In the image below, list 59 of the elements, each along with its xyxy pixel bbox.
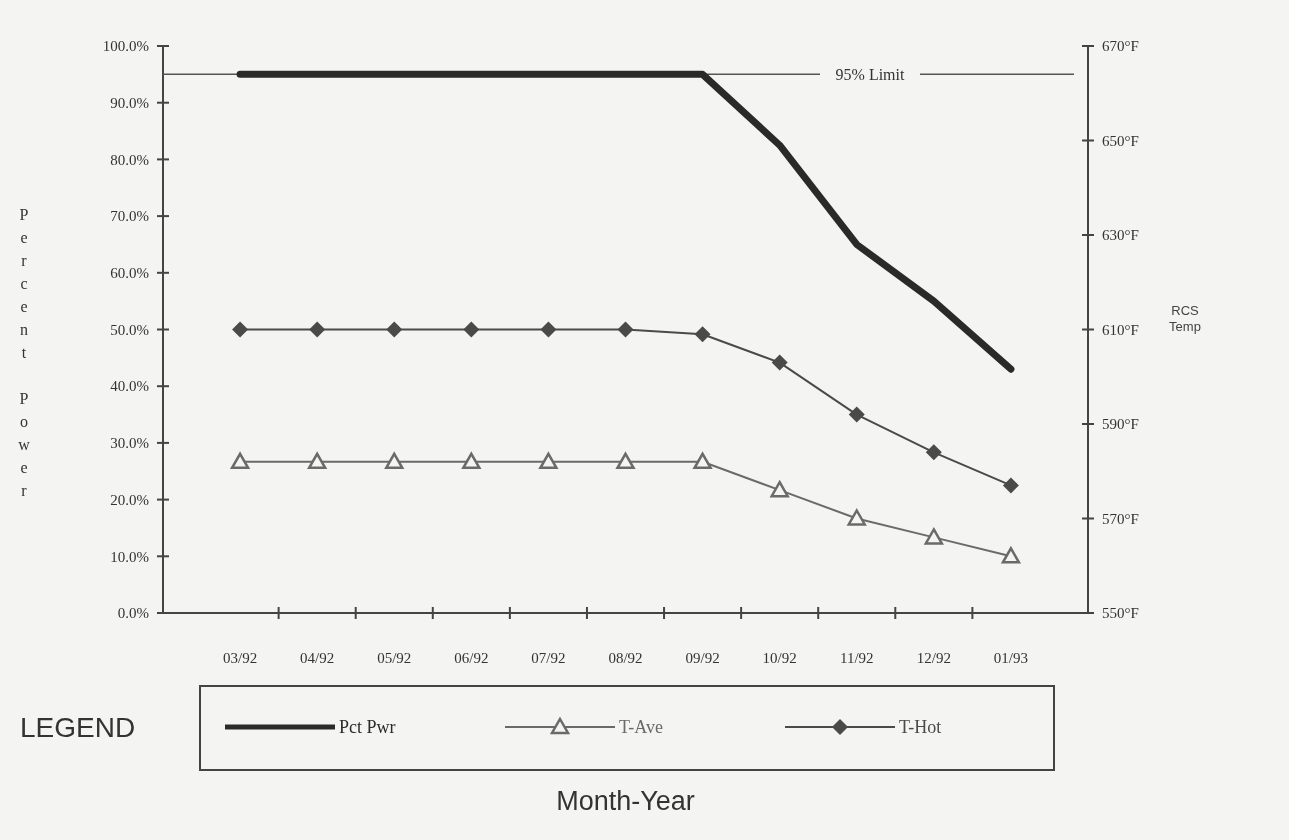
- point: [232, 321, 249, 338]
- y-tick-label: 0.0%: [117, 605, 149, 622]
- y-tick-label: 100.0%: [102, 38, 149, 55]
- point: [616, 452, 635, 470]
- point: [540, 321, 557, 338]
- y-tick-label: 10.0%: [110, 548, 149, 565]
- point: [770, 480, 789, 498]
- x-tick-label: 05/92: [377, 650, 412, 666]
- y2-tick-label: 550°F: [1102, 605, 1139, 622]
- point: [309, 321, 326, 338]
- x-tick-label: 12/92: [916, 650, 951, 666]
- text: T-Ave: [619, 717, 663, 738]
- point: [617, 321, 634, 338]
- x-tick-label: 10/92: [762, 650, 797, 666]
- y2-tick-label: 670°F: [1102, 38, 1139, 55]
- y-tick-label: 90.0%: [110, 94, 149, 111]
- y-tick-label: 20.0%: [110, 491, 149, 508]
- legend-title: LEGEND: [20, 711, 136, 743]
- point: [771, 354, 788, 371]
- point: [386, 321, 403, 338]
- x-tick-label: 09/92: [685, 650, 720, 666]
- x-tick-label: 07/92: [531, 650, 566, 666]
- point: [694, 326, 711, 343]
- y2-tick-label: 570°F: [1102, 510, 1139, 527]
- text: T-Hot: [899, 717, 942, 738]
- x-tick-label: 11/92: [839, 650, 874, 666]
- x-tick-label: 08/92: [608, 650, 643, 666]
- y2-tick-label: 610°F: [1102, 321, 1139, 338]
- point: [925, 444, 942, 461]
- y-tick-label: 80.0%: [110, 151, 149, 168]
- x-axis-title: Month-Year: [556, 786, 695, 816]
- ref-line-label: 95% Limit: [835, 65, 905, 83]
- point: [230, 452, 250, 470]
- point: [1002, 477, 1019, 494]
- y2-tick-label: 650°F: [1102, 132, 1139, 149]
- point: [463, 321, 480, 338]
- y-tick-label: 70.0%: [110, 208, 149, 225]
- point: [307, 452, 327, 470]
- point: [924, 528, 944, 545]
- y2-tick-label: 630°F: [1102, 227, 1139, 244]
- point: [385, 452, 404, 470]
- point: [848, 406, 865, 423]
- text: Pct Pwr: [339, 717, 396, 738]
- y2-axis-title: RCS Temp: [1169, 303, 1201, 334]
- x-tick-label: 01/93: [993, 650, 1028, 666]
- point: [1001, 547, 1021, 564]
- y-tick-label: 40.0%: [110, 378, 149, 395]
- x-tick-label: 04/92: [300, 650, 335, 666]
- y-tick-label: 30.0%: [110, 435, 149, 452]
- point: [693, 452, 712, 470]
- point: [462, 452, 481, 470]
- y-tick-label: 50.0%: [110, 321, 149, 338]
- x-tick-label: 06/92: [454, 650, 489, 666]
- text: Percent Power: [18, 206, 30, 499]
- y-tick-label: 60.0%: [110, 265, 149, 282]
- point: [847, 509, 866, 526]
- point: [539, 452, 558, 470]
- y2-tick-label: 590°F: [1102, 416, 1139, 433]
- x-tick-label: 03/92: [223, 650, 258, 666]
